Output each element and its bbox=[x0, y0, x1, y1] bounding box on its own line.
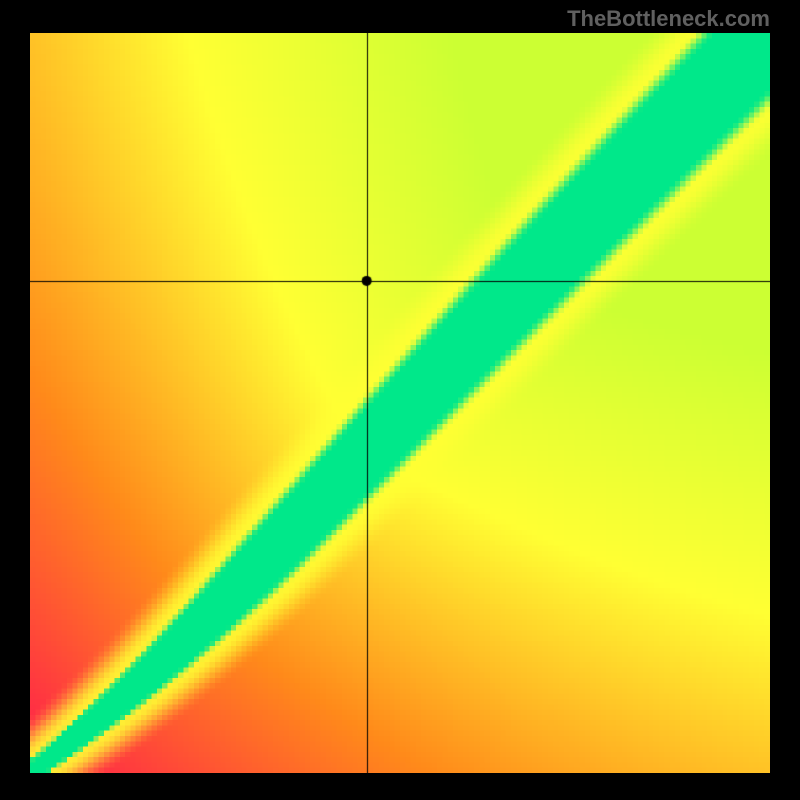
watermark-text: TheBottleneck.com bbox=[567, 6, 770, 32]
chart-container: TheBottleneck.com bbox=[0, 0, 800, 800]
crosshair-overlay bbox=[30, 33, 770, 773]
